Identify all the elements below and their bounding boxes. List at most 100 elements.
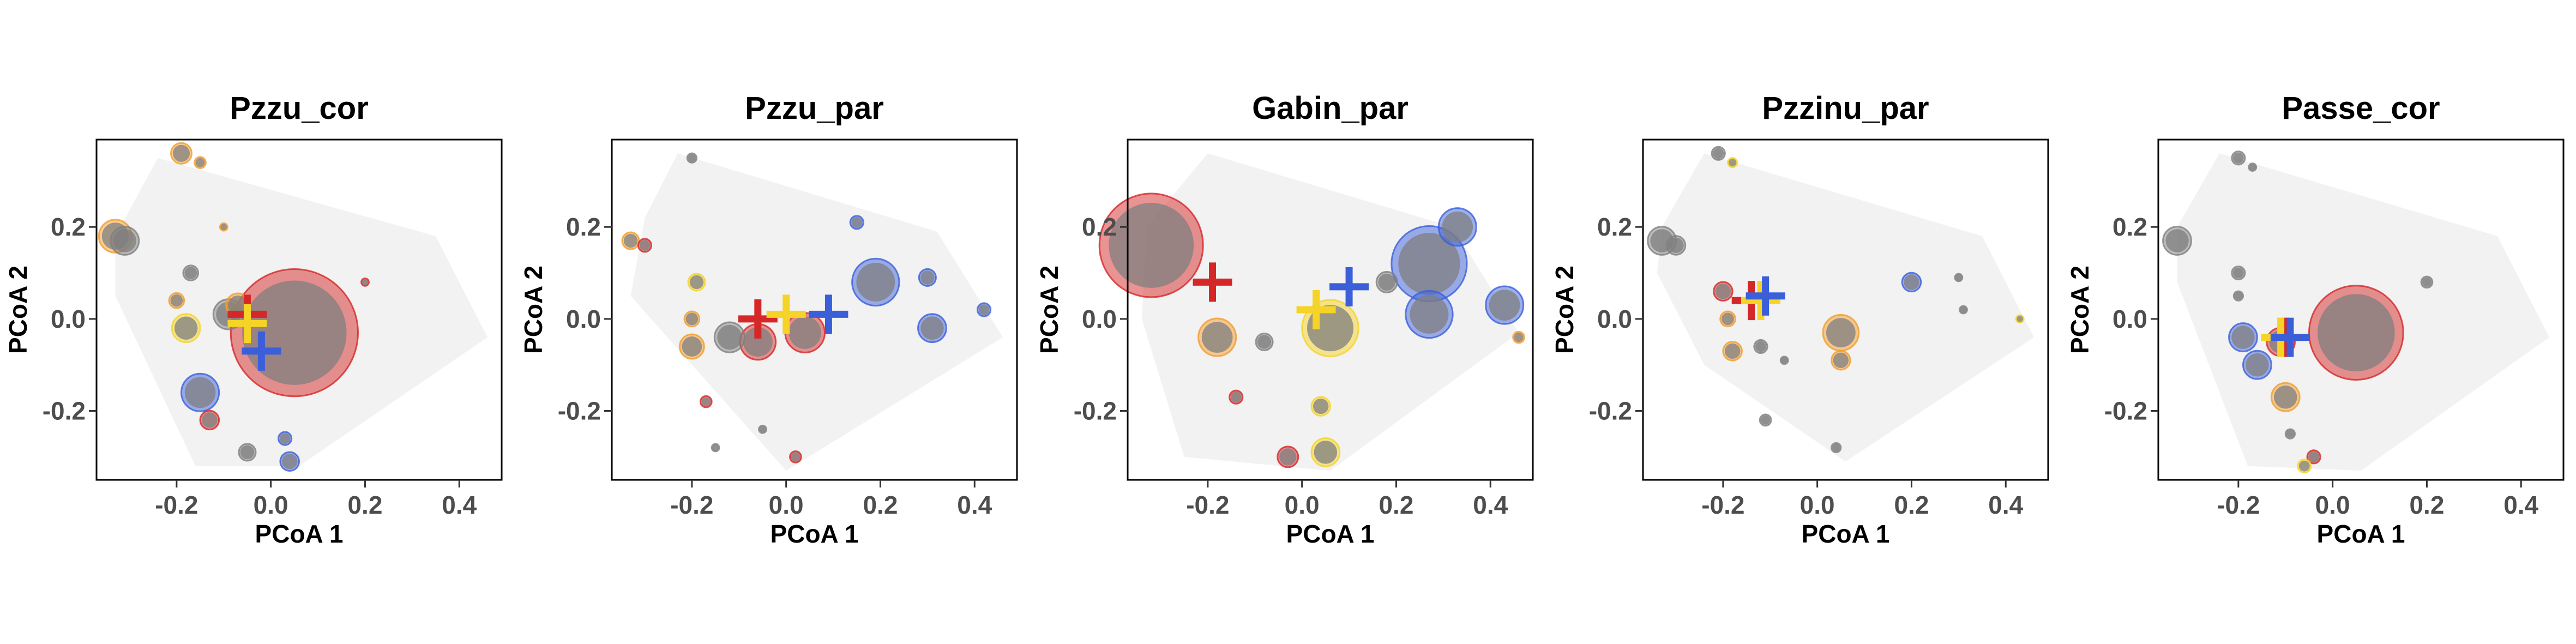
sample-point-core: [184, 377, 216, 408]
sample-point-core: [1314, 441, 1338, 464]
sample-point-core: [743, 327, 773, 357]
sample-point-core: [2249, 164, 2256, 171]
sample-point-core: [623, 233, 638, 248]
sample-point-core: [240, 445, 255, 460]
sample-point-core: [174, 316, 198, 340]
sample-point-core: [1313, 398, 1329, 414]
x-tick-label: 0.0: [254, 491, 288, 519]
sample-point-core: [1715, 284, 1731, 299]
sample-point-core: [1955, 274, 1962, 281]
sample-point-core: [1755, 341, 1766, 352]
plot-area: -0.2 0.0 0.2 0.4 -0.2 0.0 0.2: [1074, 139, 1534, 519]
x-axis-label: PCoA 1: [2317, 520, 2405, 548]
centroid-cross-blue: [1746, 276, 1785, 316]
sample-point-core: [1489, 290, 1520, 321]
y-tick-label: 0.2: [1597, 213, 1632, 241]
sample-point-core: [1960, 306, 1967, 313]
panel-pzzu-cor: -0.2 0.0 0.2 0.4-0.20.00.2 Pzzu_cor PCoA 1 …: [4, 91, 503, 548]
x-tick-label: 0.4: [1473, 491, 1508, 519]
y-tick-label: 0.0: [51, 305, 86, 333]
sample-point-core: [113, 229, 137, 252]
sample-point-core: [228, 295, 248, 315]
sample-point-core: [220, 224, 227, 230]
x-tick-label: 0.0: [1800, 491, 1835, 519]
centroid-cross-blue: [1329, 267, 1369, 306]
plot-area: -0.2 0.0 0.2 0.4 -0.2 0.0 0.2: [43, 139, 503, 519]
y-tick-label: 0.0: [2112, 305, 2147, 333]
y-axis-label: PCoA 2: [1035, 266, 1063, 354]
x-tick-label: 0.2: [2409, 491, 2444, 519]
sample-point-core: [279, 433, 291, 444]
x-tick-label: 0.0: [1285, 491, 1320, 519]
y-tick-label: -0.2: [558, 397, 601, 425]
panel-title: Pzzinu_par: [1762, 91, 1929, 126]
sample-point-core: [685, 312, 699, 326]
sample-point-core: [1713, 148, 1724, 159]
sample-point-core: [2165, 229, 2189, 252]
sample-point-core: [1781, 357, 1787, 364]
sample-point-core: [639, 240, 651, 251]
sample-point-core: [2017, 316, 2023, 322]
plot-border: [1642, 139, 2049, 481]
sample-point-core: [2422, 277, 2431, 287]
panel-gabin-par: -0.2 0.0 0.2 0.4 -0.2 0.0 0.2 Gabin_par PCoA 1…: [1035, 91, 1534, 548]
sample-point-core: [1410, 295, 1449, 334]
x-tick-label: 0.0: [769, 491, 804, 519]
centroid-cross-yellow: [1741, 281, 1780, 321]
panel-title: Pzzu_par: [745, 91, 884, 126]
sample-point-core: [1826, 318, 1856, 348]
centroid-cross-blue: [2270, 317, 2310, 357]
sample-point-core: [1761, 415, 1771, 425]
sample-point-core: [689, 275, 704, 290]
sample-point-core: [1668, 237, 1684, 254]
centroid-cross-blue: [809, 294, 848, 334]
centroid-cross-yellow: [1296, 290, 1336, 329]
y-tick-label: 0.0: [566, 305, 601, 333]
x-tick-label: 0.4: [2503, 491, 2538, 519]
sample-point-core: [2286, 430, 2294, 438]
y-tick-label: -0.2: [1074, 397, 1117, 425]
sample-point-core: [1279, 448, 1297, 466]
y-axis-label: PCoA 2: [1550, 266, 1579, 354]
sample-point-core: [2246, 353, 2269, 377]
sample-point-core: [1109, 203, 1194, 288]
sample-point-core: [688, 154, 696, 162]
y-tick-label: 0.0: [1597, 305, 1632, 333]
centroid-cross-red: [1193, 262, 1232, 302]
sample-point-core: [2231, 326, 2255, 349]
sample-point-core: [195, 158, 205, 167]
sample-point-core: [1398, 233, 1460, 295]
sample-point-core: [2308, 451, 2320, 462]
sample-point-core: [1514, 333, 1524, 342]
x-tick-label: -0.2: [2217, 491, 2260, 519]
sample-point-core: [242, 280, 347, 385]
x-tick-label: -0.2: [1186, 491, 1229, 519]
y-tick-label: 0.0: [1082, 305, 1117, 333]
sample-point-core: [2274, 385, 2297, 409]
plot-border: [1127, 139, 1534, 481]
x-axis-label: PCoA 1: [1802, 520, 1890, 548]
sample-point-core: [362, 279, 369, 286]
x-tick-label: 0.4: [1988, 491, 2023, 519]
sample-point-core: [1832, 443, 1840, 452]
y-tick-label: 0.2: [566, 213, 601, 241]
sample-point-core: [789, 316, 821, 349]
panel-pzzinu-par: -0.2 0.0 0.2 0.4 -0.2 0.0 0.2 Pzzinu_par PCoA …: [1550, 91, 2049, 548]
x-tick-label: -0.2: [1701, 491, 1744, 519]
centroid-cross-blue: [242, 331, 281, 371]
x-tick-label: -0.2: [155, 491, 198, 519]
sample-point-core: [170, 294, 183, 307]
sample-point-core: [717, 324, 742, 350]
y-tick-label: -0.2: [43, 397, 86, 425]
sample-point-core: [978, 304, 990, 315]
sample-point-core: [920, 270, 935, 285]
sample-point-core: [2318, 294, 2395, 372]
centroid-cross-yellow: [766, 294, 806, 334]
panel-title: Gabin_par: [1252, 91, 1409, 126]
x-tick-label: 0.2: [347, 491, 382, 519]
sample-point-core: [184, 267, 197, 279]
sample-point-core: [712, 444, 719, 451]
plot-border: [2157, 139, 2565, 481]
y-axis-label: PCoA 2: [2066, 266, 2094, 354]
